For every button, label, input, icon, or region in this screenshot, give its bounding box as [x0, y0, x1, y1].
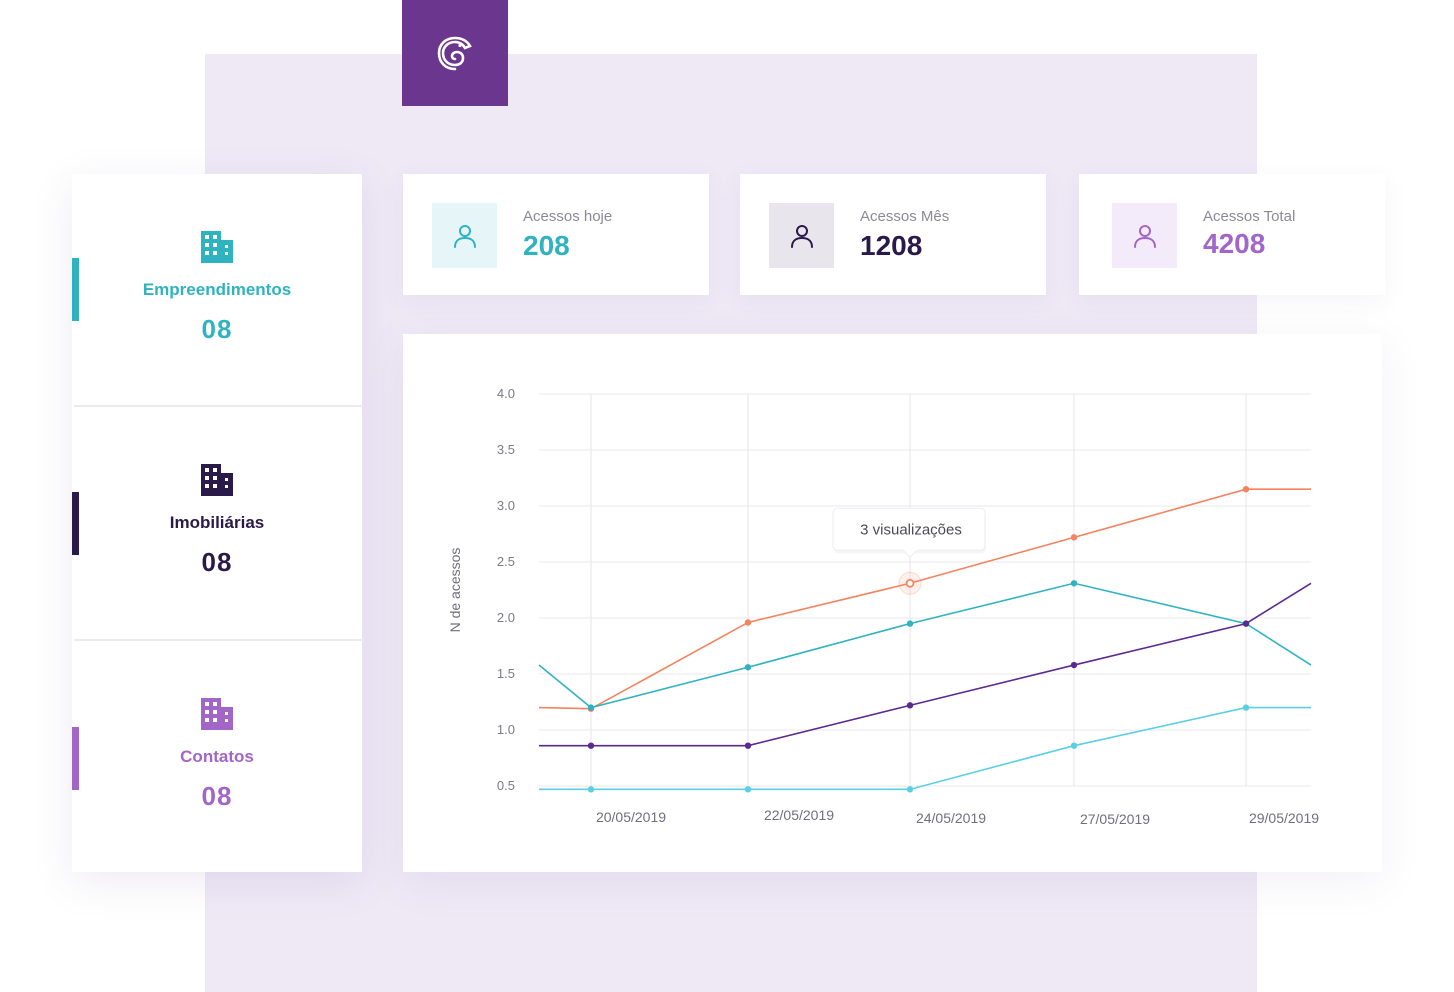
x-tick-label: 20/05/2019 — [596, 809, 666, 825]
active-indicator — [72, 492, 79, 555]
stat-value: 208 — [523, 230, 570, 261]
y-axis-label: N de acessos — [447, 548, 463, 633]
sidebar-item-imobiliarias[interactable]: Imobiliárias 08 — [72, 407, 362, 639]
data-point — [1242, 704, 1250, 711]
user-icon — [453, 224, 476, 248]
building-icon — [201, 464, 233, 496]
x-tick-label: 29/05/2019 — [1249, 810, 1319, 826]
user-icon — [790, 224, 813, 248]
data-point — [744, 786, 752, 793]
stat-label: Acessos Mês — [860, 208, 950, 225]
data-point-highlighted — [905, 578, 915, 588]
y-tick-label: 2.0 — [497, 610, 515, 625]
series-line — [539, 706, 1311, 791]
data-point — [906, 786, 914, 793]
stat-icon-box — [1112, 203, 1177, 268]
sidebar-item-empreendimentos[interactable]: Empreendimentos 08 — [72, 174, 362, 406]
stat-icon-box — [432, 203, 497, 268]
stat-value: 1208 — [860, 230, 923, 261]
x-tick-label: 27/05/2019 — [1080, 811, 1150, 827]
data-point — [587, 742, 595, 749]
sidebar-card: Empreendimentos 08 Imobiliárias 08 — [72, 174, 364, 873]
data-point — [744, 619, 752, 626]
chameleon-logo-icon — [437, 36, 472, 71]
sidebar-item-count: 08 — [201, 314, 233, 344]
data-point — [587, 704, 595, 711]
stat-label: Acessos hoje — [523, 208, 613, 225]
data-point — [1242, 620, 1250, 627]
data-point — [1070, 661, 1078, 669]
y-tick-label: 1.5 — [497, 666, 515, 681]
building-icon — [201, 698, 233, 730]
sidebar-item-label: Empreendimentos — [142, 280, 292, 299]
data-point — [1070, 534, 1078, 541]
data-point — [744, 664, 752, 671]
tooltip: 3 visualizações — [832, 507, 986, 558]
chart-card: 4.0 3.5 3.0 2.5 2.0 1.5 1.0 0.5 20/05/2019 22/05/… — [403, 334, 1382, 872]
divider — [74, 639, 364, 641]
x-tick-label: 22/05/2019 — [764, 807, 834, 823]
stat-icon-box — [769, 203, 834, 268]
y-tick-label: 0.5 — [497, 778, 515, 793]
divider — [74, 405, 364, 407]
user-icon — [1133, 224, 1156, 248]
y-tick-label: 3.5 — [497, 442, 515, 457]
series-line — [539, 582, 1312, 747]
y-tick-label: 3.0 — [497, 498, 515, 513]
y-tick-label: 2.5 — [497, 554, 515, 569]
data-point — [1242, 486, 1250, 493]
stat-card-acessos-mes[interactable]: Acessos Mês 1208 — [740, 174, 1046, 295]
sidebar-item-count: 08 — [201, 547, 233, 577]
data-point — [1070, 742, 1078, 749]
stat-card-acessos-total[interactable]: Acessos Total 4208 — [1079, 174, 1385, 295]
brand-logo[interactable] — [402, 0, 508, 106]
data-point — [744, 742, 752, 749]
tooltip-box — [832, 507, 986, 558]
y-tick-label: 1.0 — [497, 722, 515, 737]
sidebar-item-label: Contatos — [180, 747, 254, 766]
sidebar-item-contatos[interactable]: Contatos 08 — [72, 641, 362, 873]
line-chart[interactable]: 4.0 3.5 3.0 2.5 2.0 1.5 1.0 0.5 20/05/2019 22/05/… — [403, 334, 1382, 872]
data-point — [906, 702, 914, 709]
stat-value: 4208 — [1203, 228, 1266, 259]
series-line — [538, 582, 1312, 709]
active-indicator — [72, 727, 79, 790]
stat-card-acessos-hoje[interactable]: Acessos hoje 208 — [403, 174, 709, 295]
data-point — [587, 786, 595, 793]
sidebar-item-count: 08 — [201, 781, 233, 811]
stat-label: Acessos Total — [1203, 208, 1296, 225]
data-point — [906, 620, 914, 627]
building-icon — [201, 231, 233, 263]
x-tick-label: 24/05/2019 — [916, 810, 986, 826]
y-tick-label: 4.0 — [497, 386, 515, 401]
tooltip-text: 3 visualizações — [860, 521, 962, 538]
sidebar-item-label: Imobiliárias — [169, 513, 265, 532]
active-indicator — [72, 258, 79, 321]
data-point — [1070, 580, 1078, 587]
